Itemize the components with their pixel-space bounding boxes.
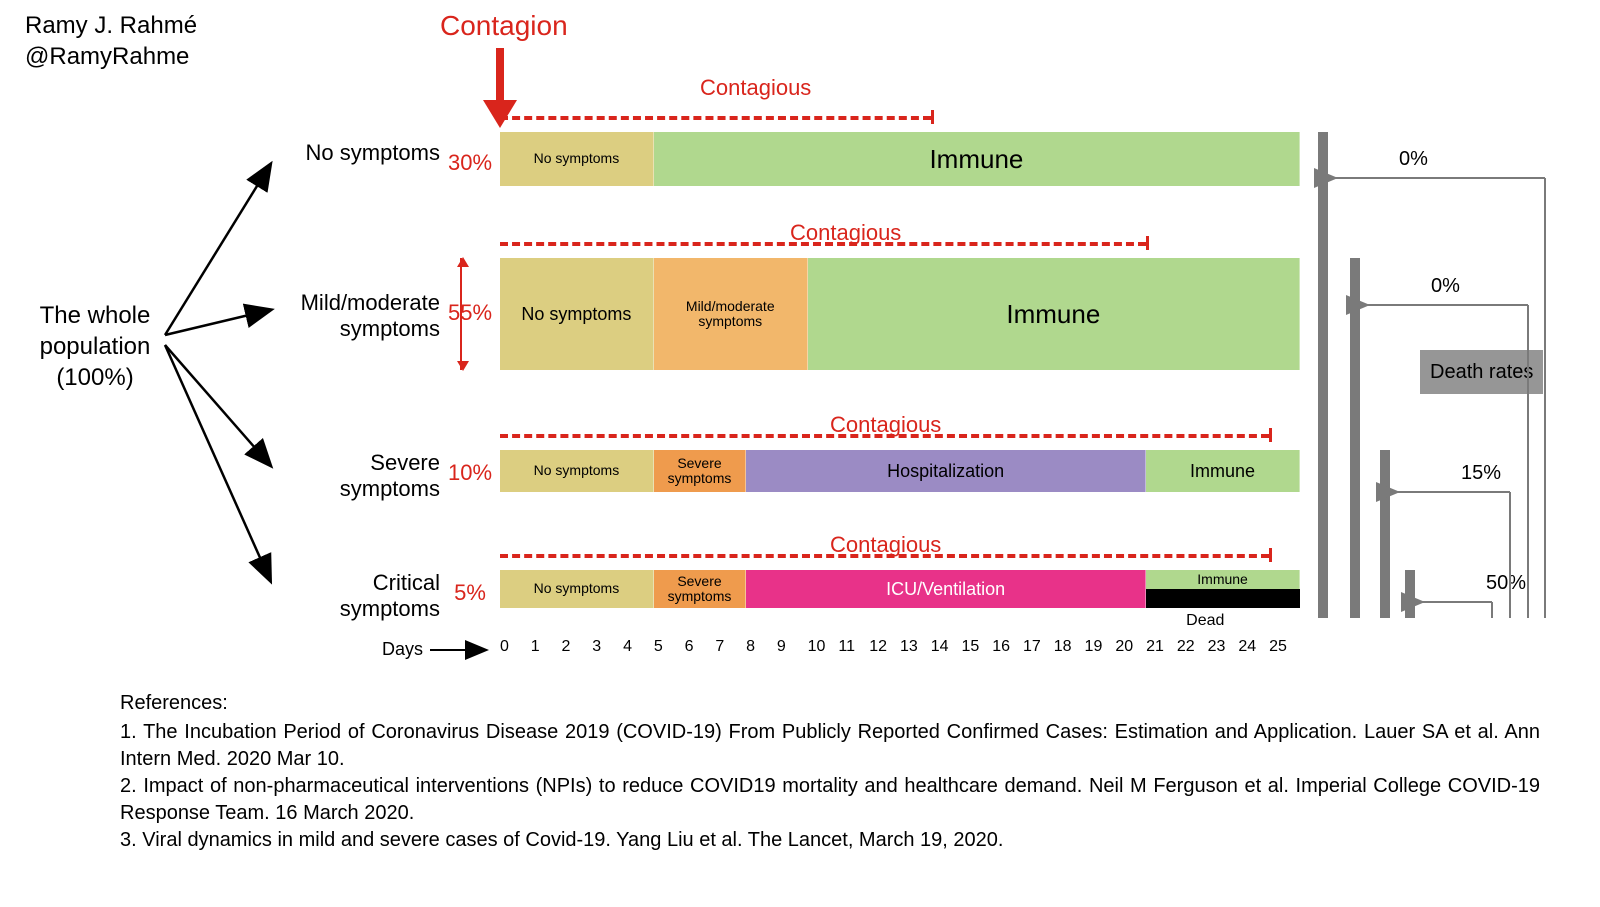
timeline-critical: No symptomsSevere symptomsICU/Ventilatio… <box>500 570 1300 608</box>
seg-critical-2: ICU/Ventilation <box>746 570 1146 608</box>
references: References: 1. The Incubation Period of … <box>120 690 1540 854</box>
seg-mild-0: No symptoms <box>500 258 654 370</box>
ref-2: 2. Impact of non-pharmaceutical interven… <box>120 773 1540 827</box>
rate-1: 0% <box>1431 275 1460 298</box>
ref-3: 3. Viral dynamics in mild and severe cas… <box>120 827 1540 854</box>
row-label-severe: Severe symptoms <box>280 450 440 503</box>
contagious-line-no <box>500 116 931 120</box>
contagious-label-critical: Contagious <box>830 532 941 558</box>
row-label-critical: Critical symptoms <box>280 570 440 623</box>
timeline-mild: No symptomsMild/moderate symptomsImmune <box>500 258 1300 370</box>
seg-dead <box>1146 589 1300 608</box>
seg-severe-3: Immune <box>1146 450 1300 492</box>
pct-severe: 10% <box>445 460 495 486</box>
gray-bar-0 <box>1318 132 1328 618</box>
timeline-no: No symptomsImmune <box>500 132 1300 186</box>
pct-mild: 55% <box>445 300 495 326</box>
rate-2: 15% <box>1461 462 1501 485</box>
row-label-no: No symptoms <box>280 140 440 166</box>
gray-bar-3 <box>1405 570 1415 618</box>
contagious-label-no: Contagious <box>700 75 811 101</box>
seg-critical-0: No symptoms <box>500 570 654 608</box>
pct-critical: 5% <box>445 580 495 606</box>
contagious-end-no <box>931 110 934 124</box>
contagious-end-severe <box>1269 428 1272 442</box>
dead-label: Dead <box>1186 612 1224 630</box>
seg-severe-0: No symptoms <box>500 450 654 492</box>
height-arrow <box>460 258 462 370</box>
rate-0: 0% <box>1399 148 1428 171</box>
references-title: References: <box>120 690 1540 717</box>
days-label: Days <box>382 639 423 660</box>
gray-bar-1 <box>1350 258 1360 618</box>
contagious-end-mild <box>1146 236 1149 250</box>
gray-bar-2 <box>1380 450 1390 618</box>
pct-no: 30% <box>445 150 495 176</box>
seg-no-0: No symptoms <box>500 132 654 186</box>
contagious-label-severe: Contagious <box>830 412 941 438</box>
contagious-label-mild: Contagious <box>790 220 901 246</box>
seg-severe-2: Hospitalization <box>746 450 1146 492</box>
seg-immune: Immune <box>1146 570 1300 589</box>
seg-severe-1: Severe symptoms <box>654 450 746 492</box>
seg-mild-1: Mild/moderate symptoms <box>654 258 808 370</box>
seg-no-1: Immune <box>654 132 1300 186</box>
days-axis: 0123456789101112131415161718192021222324… <box>500 638 1300 656</box>
rate-3: 50% <box>1486 572 1526 595</box>
row-label-mild: Mild/moderate symptoms <box>280 290 440 343</box>
death-rates-box: Death rates <box>1420 350 1543 394</box>
seg-mild-2: Immune <box>808 258 1300 370</box>
ref-1: 1. The Incubation Period of Coronavirus … <box>120 719 1540 773</box>
timeline-severe: No symptomsSevere symptomsHospitalizatio… <box>500 450 1300 492</box>
seg-critical-1: Severe symptoms <box>654 570 746 608</box>
contagious-end-critical <box>1269 548 1272 562</box>
